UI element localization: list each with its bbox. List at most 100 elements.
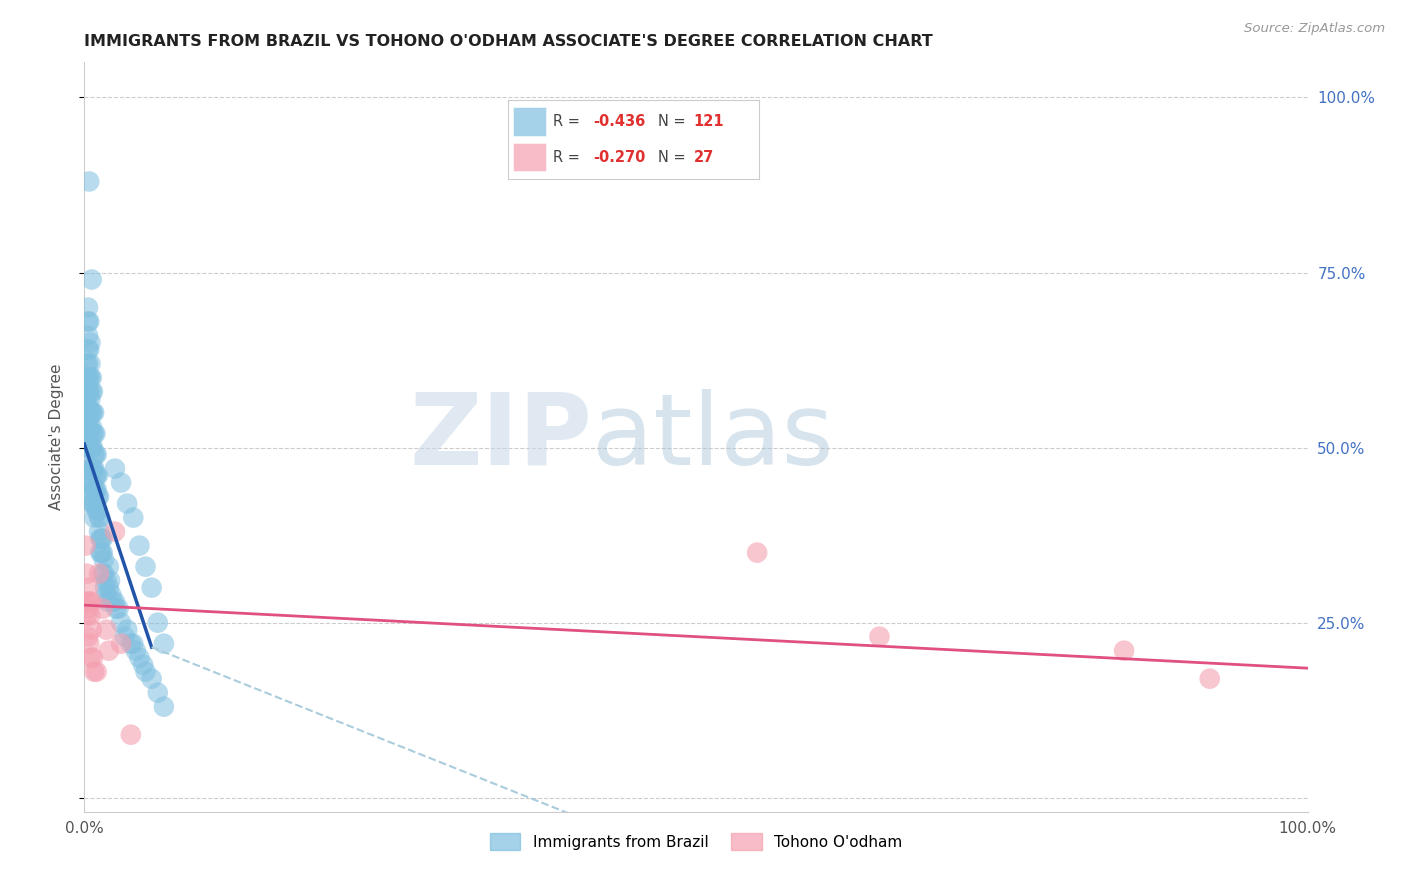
- Point: [82, 384, 104, 399]
- Point: [77, 314, 100, 328]
- Point: [83, 461, 105, 475]
- Point: [1114, 643, 1136, 657]
- Point: [77, 301, 100, 315]
- Point: [93, 552, 115, 566]
- Point: [77, 581, 100, 595]
- Point: [76, 357, 98, 371]
- Point: [135, 559, 157, 574]
- Point: [104, 461, 127, 475]
- Point: [135, 665, 157, 679]
- Point: [80, 594, 103, 608]
- Point: [87, 524, 110, 539]
- Point: [82, 406, 104, 420]
- Point: [91, 566, 114, 581]
- Point: [76, 426, 98, 441]
- Point: [141, 672, 163, 686]
- Point: [79, 608, 101, 623]
- Text: IMMIGRANTS FROM BRAZIL VS TOHONO O'ODHAM ASSOCIATE'S DEGREE CORRELATION CHART: IMMIGRANTS FROM BRAZIL VS TOHONO O'ODHAM…: [84, 34, 934, 49]
- Point: [77, 399, 100, 413]
- Point: [80, 406, 103, 420]
- Text: ZIP: ZIP: [409, 389, 592, 485]
- Point: [98, 574, 121, 588]
- Point: [77, 406, 100, 420]
- Text: -0.270: -0.270: [593, 150, 645, 164]
- Point: [89, 532, 111, 546]
- Point: [82, 650, 104, 665]
- Text: R =: R =: [553, 114, 585, 129]
- Point: [128, 650, 150, 665]
- Point: [77, 475, 100, 490]
- Point: [76, 441, 98, 455]
- Point: [75, 539, 97, 553]
- Point: [115, 623, 138, 637]
- Point: [153, 699, 176, 714]
- Point: [77, 637, 100, 651]
- Point: [96, 588, 118, 602]
- Point: [97, 594, 120, 608]
- Point: [79, 650, 101, 665]
- Point: [76, 384, 98, 399]
- Point: [77, 357, 100, 371]
- Point: [79, 475, 101, 490]
- Point: [115, 497, 138, 511]
- Point: [87, 503, 110, 517]
- Text: Source: ZipAtlas.com: Source: ZipAtlas.com: [1244, 22, 1385, 36]
- Point: [77, 343, 100, 357]
- Point: [87, 468, 110, 483]
- Point: [97, 643, 120, 657]
- Point: [97, 581, 120, 595]
- Point: [76, 370, 98, 384]
- Point: [91, 546, 114, 560]
- Point: [79, 357, 101, 371]
- Point: [76, 406, 98, 420]
- Point: [89, 546, 111, 560]
- Bar: [513, 107, 546, 136]
- Y-axis label: Associate's Degree: Associate's Degree: [49, 364, 63, 510]
- Point: [77, 601, 100, 615]
- Point: [120, 728, 142, 742]
- Point: [76, 608, 98, 623]
- Point: [86, 468, 108, 483]
- Point: [110, 637, 132, 651]
- Point: [77, 412, 100, 426]
- Bar: [513, 143, 546, 171]
- Point: [83, 665, 105, 679]
- Point: [80, 475, 103, 490]
- Point: [84, 483, 107, 497]
- Text: N =: N =: [658, 114, 690, 129]
- Point: [79, 406, 101, 420]
- Point: [83, 510, 105, 524]
- Point: [80, 461, 103, 475]
- Point: [105, 601, 128, 615]
- Point: [82, 441, 104, 455]
- Point: [869, 630, 891, 644]
- Point: [80, 384, 103, 399]
- Point: [83, 426, 105, 441]
- Point: [77, 328, 100, 343]
- Point: [107, 601, 129, 615]
- Point: [76, 399, 98, 413]
- Point: [77, 594, 100, 608]
- Point: [75, 412, 97, 426]
- Point: [77, 343, 100, 357]
- Point: [80, 623, 103, 637]
- Point: [146, 615, 169, 630]
- Point: [90, 532, 112, 546]
- Point: [94, 581, 117, 595]
- Point: [79, 461, 101, 475]
- Point: [77, 370, 100, 384]
- Point: [77, 441, 100, 455]
- Point: [82, 426, 104, 441]
- Point: [101, 594, 124, 608]
- Point: [86, 483, 108, 497]
- Point: [76, 419, 98, 434]
- Point: [79, 426, 101, 441]
- Point: [75, 399, 97, 413]
- Text: 121: 121: [693, 114, 724, 129]
- Text: R =: R =: [553, 150, 585, 164]
- Point: [82, 461, 104, 475]
- Point: [79, 441, 101, 455]
- Point: [77, 174, 100, 188]
- Point: [84, 448, 107, 462]
- Point: [82, 483, 104, 497]
